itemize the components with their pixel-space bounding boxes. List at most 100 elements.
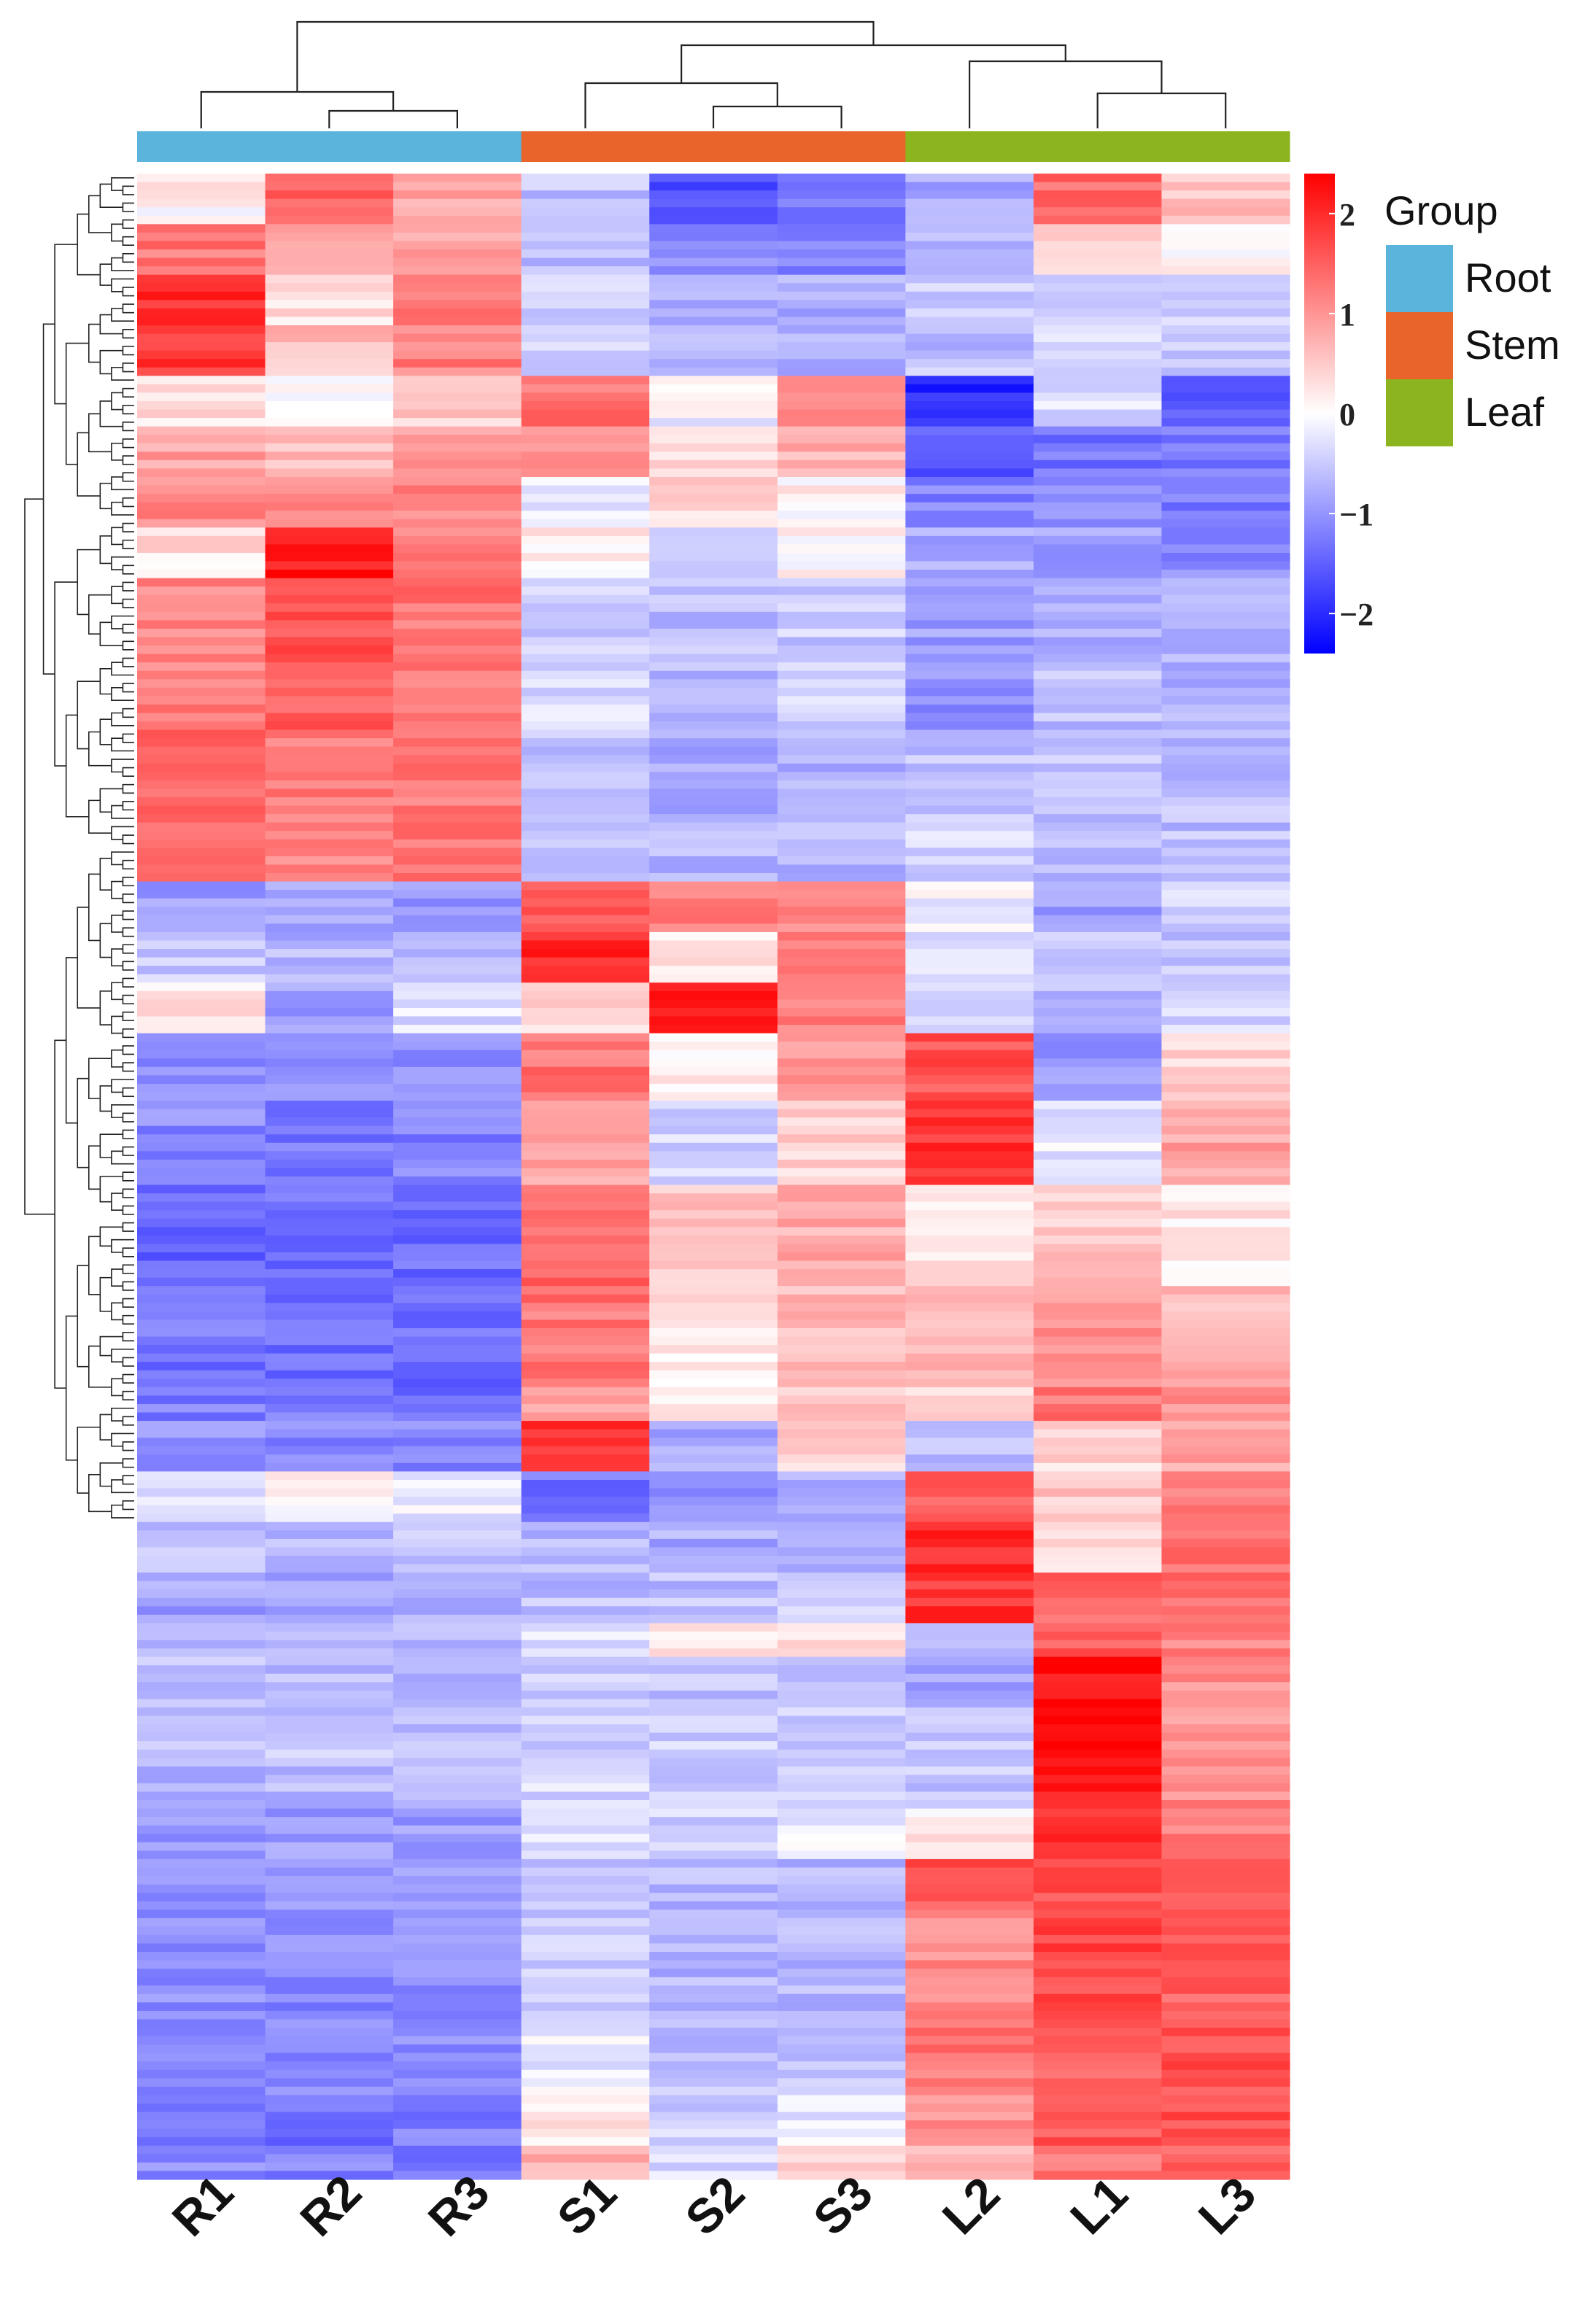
heatmap-cell	[1161, 890, 1290, 899]
heatmap-cell	[777, 763, 906, 772]
heatmap-cell	[905, 476, 1034, 486]
heatmap-cell	[137, 519, 266, 528]
heatmap-cell	[393, 1277, 522, 1287]
heatmap-cell	[137, 1235, 266, 1245]
heatmap-cell	[521, 2002, 650, 2012]
heatmap-cell	[1161, 1775, 1290, 1784]
heatmap-cell	[1033, 468, 1163, 478]
heatmap-cell	[777, 1538, 906, 1548]
heatmap-cell	[1161, 848, 1290, 857]
heatmap-cell	[1033, 788, 1163, 798]
heatmap-cell	[137, 1025, 266, 1034]
row-dendrogram-branch	[122, 387, 134, 398]
heatmap-cell	[1033, 249, 1163, 259]
heatmap-cell	[393, 2061, 522, 2071]
heatmap-cell	[905, 333, 1034, 343]
heatmap-cell	[521, 1808, 650, 1818]
heatmap-cell	[1161, 797, 1290, 807]
heatmap-cell	[777, 1142, 906, 1152]
heatmap-cell	[649, 594, 778, 604]
group-legend-swatch-stem	[1386, 312, 1453, 379]
heatmap-cell	[521, 1227, 650, 1236]
heatmap-cell	[1033, 1589, 1163, 1599]
heatmap-cell	[393, 1623, 522, 1632]
heatmap-cell	[649, 2120, 778, 2130]
heatmap-cell	[521, 1176, 650, 1186]
heatmap-cell	[393, 2036, 522, 2045]
heatmap-cell	[649, 359, 778, 368]
heatmap-cell	[777, 2028, 906, 2037]
row-dendrogram-branch	[122, 185, 134, 195]
heatmap-cell	[137, 1850, 266, 1860]
heatmap-cell	[265, 1260, 394, 1270]
heatmap-cell	[137, 1345, 266, 1354]
heatmap-cell	[137, 1682, 266, 1691]
heatmap-cell	[265, 215, 394, 225]
heatmap-cell	[137, 1842, 266, 1851]
heatmap-cell	[905, 1193, 1034, 1203]
heatmap-cell	[265, 1530, 394, 1540]
heatmap-cell	[649, 696, 778, 705]
heatmap-cell	[777, 182, 906, 191]
row-dendrogram-branch	[122, 1045, 134, 1055]
heatmap-cell	[265, 822, 394, 831]
heatmap-cell	[1161, 721, 1290, 731]
heatmap-cell	[521, 1387, 650, 1397]
heatmap-cell	[393, 1858, 522, 1869]
heatmap-cell	[1161, 535, 1290, 545]
heatmap-cell	[1033, 1530, 1163, 1540]
heatmap-cell	[393, 2162, 522, 2172]
heatmap-cell	[393, 687, 522, 697]
heatmap-cell	[137, 931, 266, 942]
heatmap-cell	[777, 1462, 906, 1473]
heatmap-cell	[521, 342, 650, 352]
heatmap-cell	[265, 1058, 394, 1068]
row-dendrogram-branch	[122, 657, 134, 667]
heatmap-cell	[265, 1732, 394, 1742]
row-dendrogram-branch	[122, 252, 134, 263]
heatmap-cell	[777, 755, 906, 764]
heatmap-cell	[777, 1395, 906, 1405]
heatmap-cell	[1033, 443, 1163, 452]
heatmap-cell	[777, 1867, 906, 1877]
heatmap-cell	[265, 974, 394, 983]
heatmap-cell	[1161, 1901, 1290, 1910]
heatmap-cell	[1033, 1252, 1163, 1262]
heatmap-cell	[1033, 1227, 1163, 1236]
heatmap-cell	[649, 990, 778, 1000]
heatmap-cell	[1161, 1555, 1290, 1565]
heatmap-cell	[905, 1403, 1034, 1414]
heatmap-cell	[1033, 2028, 1163, 2037]
heatmap-cell	[1161, 1235, 1290, 1245]
heatmap-cell	[777, 494, 906, 503]
heatmap-cell	[393, 738, 522, 748]
heatmap-cell	[649, 1311, 778, 1321]
heatmap-cell	[137, 552, 266, 562]
heatmap-cell	[905, 1775, 1034, 1784]
row-dendrogram-branch	[111, 1079, 134, 1093]
heatmap-cell	[649, 451, 778, 461]
heatmap-cell	[777, 1682, 906, 1691]
heatmap-cell	[1033, 198, 1163, 208]
heatmap-cell	[1033, 494, 1163, 503]
heatmap-cell	[521, 1521, 650, 1531]
heatmap-cell	[1161, 2036, 1290, 2045]
heatmap-cell	[393, 435, 522, 444]
heatmap-cell	[521, 1985, 650, 1995]
heatmap-cell	[137, 974, 266, 983]
heatmap-cell	[777, 1025, 906, 1034]
heatmap-cell	[777, 2112, 906, 2121]
heatmap-cell	[137, 2010, 266, 2020]
heatmap-cell	[649, 1235, 778, 1245]
heatmap-cell	[905, 1926, 1034, 1936]
heatmap-cell	[393, 1597, 522, 1607]
heatmap-cell	[137, 1471, 266, 1481]
heatmap-cell	[1161, 409, 1290, 419]
heatmap-cell	[265, 620, 394, 629]
heatmap-cell	[1161, 1125, 1290, 1135]
row-dendrogram-branch	[111, 1378, 123, 1397]
heatmap-cell	[137, 1665, 266, 1675]
heatmap-cell	[393, 982, 522, 992]
heatmap-cell	[777, 1479, 906, 1489]
heatmap-cell	[905, 190, 1034, 200]
